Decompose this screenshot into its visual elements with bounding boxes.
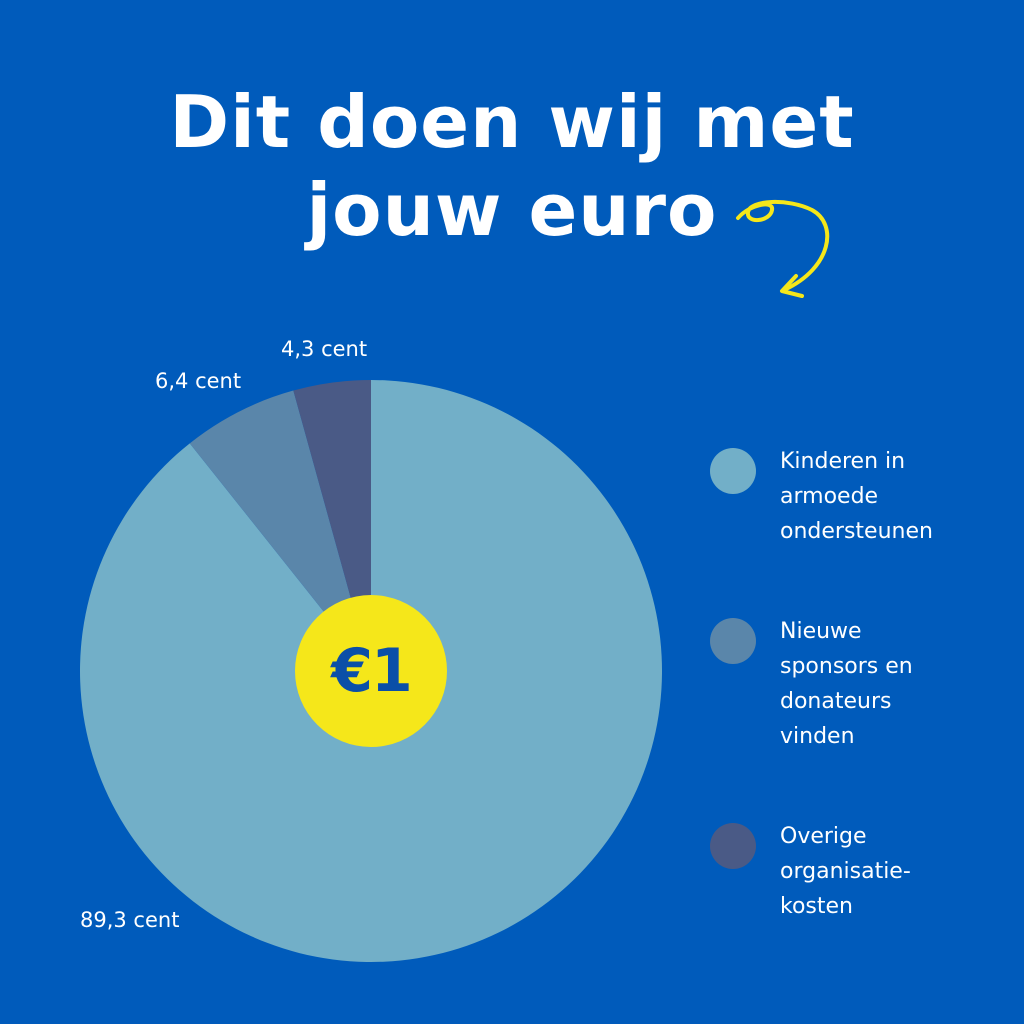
legend-dot-overige [710, 823, 756, 869]
legend-text-overige: Overige organisatie- kosten [780, 824, 911, 919]
slice-label-sponsors: 6,4 cent [155, 369, 242, 393]
title-line-1: Dit doen wij met [169, 80, 855, 164]
legend-item-sponsors: Nieuwe sponsors en donateurs vinden [710, 616, 1010, 754]
legend-item-kinderen: Kinderen in armoede ondersteunen [710, 446, 1010, 549]
pie-slice-sponsors [189, 390, 371, 671]
page-title: Dit doen wij met jouw euro [0, 78, 1024, 254]
legend-dot-sponsors [710, 618, 756, 664]
title-line-2: jouw euro [306, 168, 718, 252]
euro-badge: €1 [295, 595, 447, 747]
slice-label-kinderen: 89,3 cent [80, 908, 180, 932]
legend-dot-kinderen [710, 448, 756, 494]
curly-arrow-icon [736, 199, 830, 298]
legend-item-overige: Overige organisatie- kosten [710, 821, 1010, 924]
legend-text-kinderen: Kinderen in armoede ondersteunen [780, 449, 933, 544]
legend-text-sponsors: Nieuwe sponsors en donateurs vinden [780, 619, 913, 749]
slice-label-overige: 4,3 cent [281, 337, 368, 361]
